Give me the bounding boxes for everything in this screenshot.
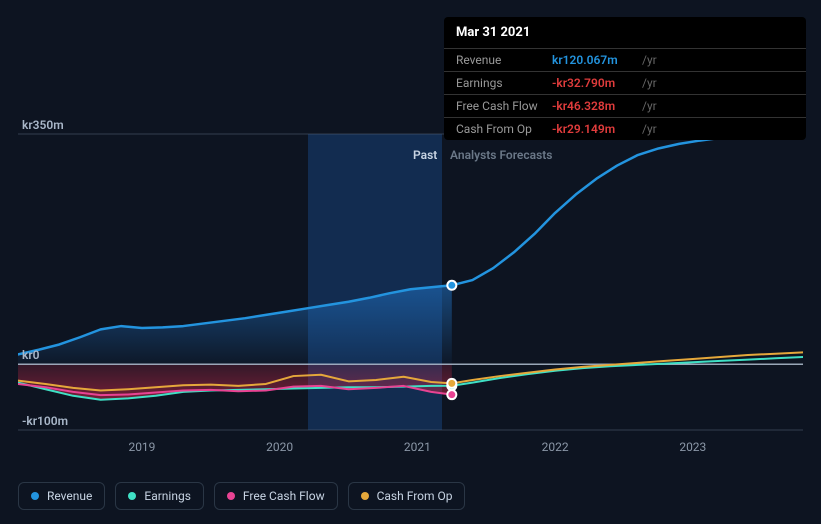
tooltip-suffix: /yr — [642, 76, 657, 90]
forecast-region-label: Analysts Forecasts — [450, 148, 552, 162]
tooltip-suffix: /yr — [642, 99, 657, 113]
tooltip-metric-value: -kr32.790m — [552, 76, 642, 90]
y-tick-label: -kr100m — [22, 414, 68, 428]
chart-tooltip: Mar 31 2021 Revenuekr120.067m/yrEarnings… — [444, 17, 806, 140]
x-tick-label: 2020 — [266, 440, 293, 454]
x-tick-label: 2019 — [128, 440, 155, 454]
tooltip-row: Revenuekr120.067m/yr — [444, 48, 806, 71]
tooltip-row: Free Cash Flow-kr46.328m/yr — [444, 94, 806, 117]
y-tick-label: kr0 — [22, 348, 40, 362]
legend-dot-icon — [227, 492, 235, 500]
y-tick-label: kr350m — [22, 118, 64, 132]
tooltip-row: Earnings-kr32.790m/yr — [444, 71, 806, 94]
tooltip-metric-label: Earnings — [456, 76, 552, 90]
legend-label: Earnings — [144, 489, 191, 503]
legend-label: Free Cash Flow — [243, 489, 325, 503]
tooltip-metric-label: Revenue — [456, 53, 552, 67]
legend-item-fcf[interactable]: Free Cash Flow — [214, 482, 338, 510]
tooltip-metric-label: Cash From Op — [456, 122, 552, 136]
tooltip-date: Mar 31 2021 — [444, 17, 806, 48]
legend-label: Revenue — [47, 489, 92, 503]
tooltip-metric-value: kr120.067m — [552, 53, 642, 67]
tooltip-metric-value: -kr29.149m — [552, 122, 642, 136]
tooltip-metric-label: Free Cash Flow — [456, 99, 552, 113]
legend-dot-icon — [361, 492, 369, 500]
x-tick-label: 2022 — [542, 440, 569, 454]
legend-item-cfo[interactable]: Cash From Op — [348, 482, 466, 510]
tooltip-metric-value: -kr46.328m — [552, 99, 642, 113]
past-region-label: Past — [413, 148, 437, 162]
tooltip-suffix: /yr — [642, 122, 657, 136]
tooltip-suffix: /yr — [642, 53, 657, 67]
legend-dot-icon — [128, 492, 136, 500]
chart-legend: Revenue Earnings Free Cash Flow Cash From O… — [18, 482, 465, 510]
legend-item-earnings[interactable]: Earnings — [115, 482, 204, 510]
x-tick-label: 2023 — [679, 440, 706, 454]
legend-label: Cash From Op — [377, 489, 453, 503]
legend-dot-icon — [31, 492, 39, 500]
tooltip-row: Cash From Op-kr29.149m/yr — [444, 117, 806, 140]
legend-item-revenue[interactable]: Revenue — [18, 482, 105, 510]
x-tick-label: 2021 — [404, 440, 431, 454]
